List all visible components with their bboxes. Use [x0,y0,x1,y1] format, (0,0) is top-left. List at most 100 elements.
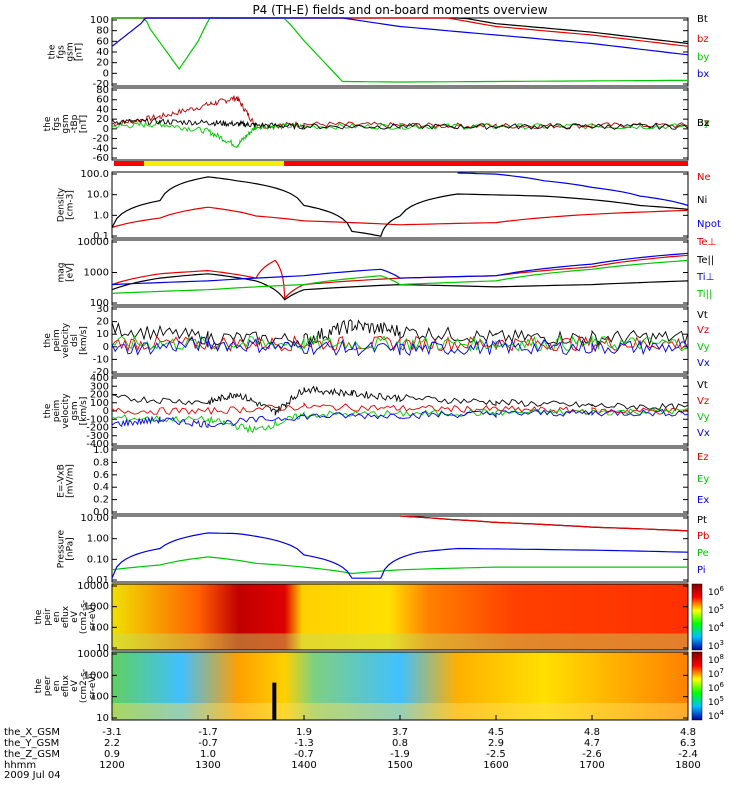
y-axis-label-line: gsm [66,42,76,61]
heatmap-field [112,652,688,720]
legend-label: Ex [697,495,709,506]
x-axis-value: 6.3 [680,738,696,749]
y-tick-label: 100 [90,692,109,703]
legend-label: Ey [697,474,709,485]
series-line-Vt [111,385,689,416]
x-axis-value: 1200 [99,760,124,771]
y-axis-label: the peir en eflux eV (cm2-s-sr-eV) [34,600,98,634]
colorbar [691,651,703,721]
x-axis-value: 4.5 [488,727,504,738]
legend-label: Te⊥ [696,237,716,248]
x-axis-value: -1.3 [294,738,314,749]
legend-label: Bx [697,118,710,129]
y-axis-label-line: peir [43,608,53,626]
panel-frame [111,239,689,306]
y-axis-label-line: eflux [61,605,71,628]
y-tick-label: 20 [96,58,109,69]
legend-label: By [697,118,710,129]
y-axis-label: the peer en eflux eV (cm2-s-sr-eV) [34,669,98,703]
date-label: 2009 Jul 04 [4,770,61,781]
y-tick-label: -20 [93,134,109,145]
x-axis-value: 0.9 [104,749,120,760]
y-axis-label-line: eflux [61,674,71,697]
y-tick-label: -40 [93,143,109,154]
y-axis-label-line: eV [70,679,80,692]
x-axis-labels: the_X_GSM -3.1 -1.7 1.9 3.7 4.5 4.8 4.8 the_Y_GS… [4,715,701,781]
y-tick-label: 0.10 [87,554,109,565]
series-line-Pe [111,556,688,575]
y-tick-label: 0 [103,124,109,135]
y-axis-label-line: fgs [57,45,67,59]
series-line-Pi [111,532,689,579]
x-axis-value: -3.1 [102,727,122,738]
y-axis-label: Density [cm-3] [57,187,76,222]
y-tick-label: 0.6 [93,470,109,481]
y-tick-label: 30 [96,304,109,315]
colorbar-tick-label: 104 [708,709,724,722]
colorbar-tick-exponent: 5 [719,695,723,703]
series-line-Pb [399,515,689,532]
x-axis-value: 1300 [195,760,220,771]
y-axis-label-line: [cm-3] [66,190,76,220]
y-tick-label: 80 [96,85,109,96]
mode-bar-fast [284,161,688,166]
panel-frame [111,171,689,239]
y-axis-label-line: velocity [61,322,71,358]
y-tick-label: 60 [96,95,109,106]
y-axis-label-line: [km/s] [79,326,89,355]
legend-label: Vt [697,380,708,391]
colorbar-tick-exponent: 6 [719,681,724,689]
y-axis-label-line: peim [52,329,62,352]
y-tick-label: 100 [90,15,109,26]
y-tick-label: 0 [103,68,109,79]
x-axis-value: -0.7 [198,738,218,749]
y-tick-label: 300 [90,381,109,392]
legend-label: Ti|| [696,289,712,300]
y-axis-label-line: en [52,611,62,622]
series-line-Vx [111,408,689,428]
colorbar-tick-exponent: 6 [719,585,724,593]
x-axis-value: -1.7 [198,727,218,738]
x-axis-value: 4.8 [584,727,600,738]
y-axis-label-line: (cm2-s- [79,669,89,703]
colorbar-tick-label: 107 [708,667,724,680]
y-tick-label: -60 [93,153,109,164]
y-tick-label: 1.00 [87,534,109,545]
y-tick-label: 40 [96,47,109,58]
y-tick-label: 100.0 [80,169,109,180]
colorbar-tick-label: 104 [708,621,724,634]
y-tick-label: 0.1 [93,231,109,242]
y-tick-label: 40 [96,104,109,115]
y-axis-label-line: gsm [61,114,71,133]
y-tick-label: 400 [90,373,109,384]
y-axis-label: the fgs gsm [nT] [48,42,85,61]
series-line-Bz [111,117,689,131]
series-line-Te⊥ [111,254,689,301]
y-tick-label: 200 [90,390,109,401]
series-line-Vz [111,401,689,416]
y-tick-label: 60 [96,36,109,47]
y-axis-label-line: sr-eV) [88,604,98,630]
y-tick-label: 20 [96,114,109,125]
series-line-Npot [457,172,689,207]
y-tick-label: -400 [86,439,109,450]
x-axis-value: 1400 [291,760,316,771]
series-line-bx [111,17,689,56]
x-axis-value: -0.7 [294,749,314,760]
legend-label: Bz [697,118,709,129]
y-tick-label: 100 [90,622,109,633]
x-axis-row-label: the_X_GSM [4,727,60,738]
y-axis-label-line: [nT] [79,115,89,133]
legend-label: Bt [697,14,708,25]
y-tick-label: -100 [86,414,109,425]
panel-frame [111,306,689,375]
colorbar-tick-exponent: 4 [719,709,724,717]
x-axis-row-label: the_Y_GSM [4,738,59,749]
legend-label: Pb [697,531,709,542]
x-axis-value: 4.7 [584,738,600,749]
y-tick-label: 10.0 [87,190,109,201]
